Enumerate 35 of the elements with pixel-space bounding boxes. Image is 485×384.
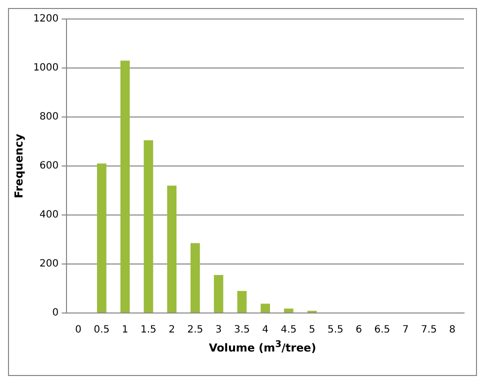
x-tick-label: 5.5 [327, 324, 344, 336]
y-tick-label: 1000 [33, 62, 59, 74]
x-tick-label: 1 [122, 324, 128, 336]
x-tick-label: 3.5 [234, 324, 250, 336]
x-tick-label: 7 [402, 324, 409, 336]
bar [260, 304, 270, 312]
y-tick-label: 800 [40, 112, 59, 123]
x-tick-label: 2.5 [187, 324, 204, 336]
y-tick-label: 600 [40, 160, 59, 172]
y-tick-label: 1200 [33, 14, 59, 25]
bar [284, 308, 294, 312]
bar [97, 164, 106, 312]
y-tick-label: 400 [40, 210, 59, 221]
bar [167, 186, 177, 312]
bar [190, 243, 200, 312]
y-tick-label: 0 [52, 308, 59, 319]
x-tick-label: 7.5 [420, 324, 437, 336]
bar [144, 140, 154, 312]
bar [237, 290, 247, 312]
x-tick-label: 2 [168, 324, 176, 336]
y-tick-label: 200 [40, 258, 59, 270]
x-tick-label: 0.5 [94, 324, 110, 336]
x-tick-label: 8 [449, 324, 456, 336]
x-tick-label: 4 [262, 324, 269, 336]
x-tick-label: 6 [356, 324, 362, 336]
y-axis-title: Frequency [12, 134, 26, 198]
bar [214, 275, 224, 312]
x-tick-label: 6.5 [374, 324, 390, 336]
x-tick-label: 0 [75, 324, 82, 336]
x-tick-label: 1.5 [140, 324, 156, 336]
x-tick-label: 4.5 [280, 324, 297, 336]
bar [120, 60, 130, 312]
x-axis-title: Volume (m$^{3}$/tree) [208, 339, 318, 355]
x-tick-label: 5 [308, 324, 316, 336]
x-tick-label: 3 [215, 324, 222, 336]
